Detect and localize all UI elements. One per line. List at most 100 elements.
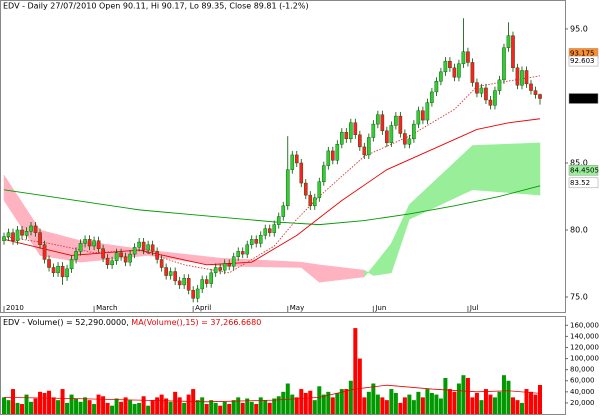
volume-bar <box>92 404 97 414</box>
candle-body <box>263 228 268 236</box>
volume-bar <box>173 391 178 414</box>
volume-bar <box>87 400 92 414</box>
volume-bar <box>164 398 169 414</box>
volume-bar <box>150 400 155 414</box>
candle-body <box>15 229 20 241</box>
volume-bar <box>47 390 52 414</box>
candle-body <box>191 290 195 299</box>
candle-body <box>249 239 254 245</box>
volume-y-tick-label: 20,000 <box>570 399 595 407</box>
volume-title: EDV - Volume() = 52,290.0000, MA(Volume(… <box>3 318 261 327</box>
price-tag-label: 84.4505 <box>570 166 599 174</box>
candle-body <box>380 114 385 132</box>
candle-body <box>290 154 295 170</box>
volume-bar <box>488 394 493 414</box>
candle-body <box>74 251 78 260</box>
candle-body <box>326 150 331 166</box>
volume-bar <box>272 398 277 414</box>
volume-bar <box>65 402 70 414</box>
volume-bar <box>434 394 439 414</box>
volume-bar <box>263 400 268 414</box>
volume-bar <box>321 394 326 414</box>
volume-bar <box>60 389 65 414</box>
volume-frame <box>0 316 566 415</box>
volume-bar <box>69 394 74 414</box>
candle-body <box>448 60 452 69</box>
volume-bar <box>267 402 272 414</box>
candle-body <box>272 224 277 233</box>
volume-bar <box>227 404 232 414</box>
candle-body <box>484 87 488 101</box>
candle-body <box>520 70 524 86</box>
y-tick-label: 85.0 <box>570 158 588 167</box>
volume-bar <box>519 402 524 414</box>
candle-body <box>394 115 398 126</box>
candle-body <box>312 197 317 207</box>
volume-bar <box>326 391 331 414</box>
candle-body <box>177 280 182 286</box>
candle-body <box>497 79 502 91</box>
candle-body <box>506 35 511 48</box>
cloud-segment <box>472 142 541 196</box>
volume-bar <box>474 392 479 414</box>
x-tick-label: Jun <box>374 304 386 312</box>
volume-y-tick-label: 80,000 <box>570 366 595 374</box>
candle-body <box>439 71 443 82</box>
candle-body <box>479 87 484 94</box>
candle-body <box>502 47 506 81</box>
volume-bar <box>344 389 349 414</box>
volume-bar <box>20 404 25 414</box>
x-tick-label: Jul <box>469 304 479 312</box>
candle-body <box>96 240 101 249</box>
candle-body <box>362 146 367 156</box>
volume-bar <box>195 400 200 414</box>
volume-bar <box>56 400 61 414</box>
volume-bar <box>141 396 146 414</box>
candle-body <box>141 241 146 251</box>
volume-bar <box>110 405 115 414</box>
candle-body <box>407 138 412 145</box>
volume-y-tick-label: 40,000 <box>570 388 595 396</box>
candle-body <box>425 102 430 121</box>
volume-bar <box>353 328 358 414</box>
candle-body <box>285 169 290 207</box>
candle-body <box>443 60 448 73</box>
volume-bar <box>330 397 335 414</box>
candle-body <box>493 90 497 106</box>
candle-body <box>173 271 177 282</box>
volume-bar <box>362 397 367 414</box>
volume-bar <box>524 389 529 414</box>
volume-bar <box>6 400 11 414</box>
volume-bar <box>101 396 106 414</box>
candle-body <box>200 279 204 290</box>
volume-bar <box>213 402 218 414</box>
volume-bar <box>218 405 223 414</box>
price-tag-label: 92.603 <box>570 57 595 65</box>
candle-body <box>231 256 236 267</box>
candle-body <box>245 244 250 255</box>
volume-bar <box>182 402 187 414</box>
candle-body <box>209 272 213 284</box>
candle-body <box>470 62 475 83</box>
candle-body <box>38 232 42 245</box>
volume-bar <box>317 386 322 414</box>
volume-bar <box>240 402 245 414</box>
candle-body <box>299 162 304 184</box>
candle-body <box>529 83 533 91</box>
volume-title-main: EDV - Volume() = 52,290.0000, <box>3 318 129 327</box>
candle-body <box>29 225 33 232</box>
candle-body <box>20 229 24 236</box>
volume-bar <box>483 389 488 414</box>
candle-body <box>155 251 159 260</box>
volume-bar <box>407 394 412 414</box>
volume-bar <box>299 389 304 414</box>
candle-body <box>83 239 87 244</box>
candle-body <box>24 231 29 236</box>
volume-bar <box>357 358 362 414</box>
y-tick-label: 95.0 <box>570 24 588 33</box>
volume-bar <box>339 389 344 414</box>
candle-body <box>204 279 209 284</box>
candle-body <box>475 82 479 94</box>
candle-body <box>254 239 259 244</box>
